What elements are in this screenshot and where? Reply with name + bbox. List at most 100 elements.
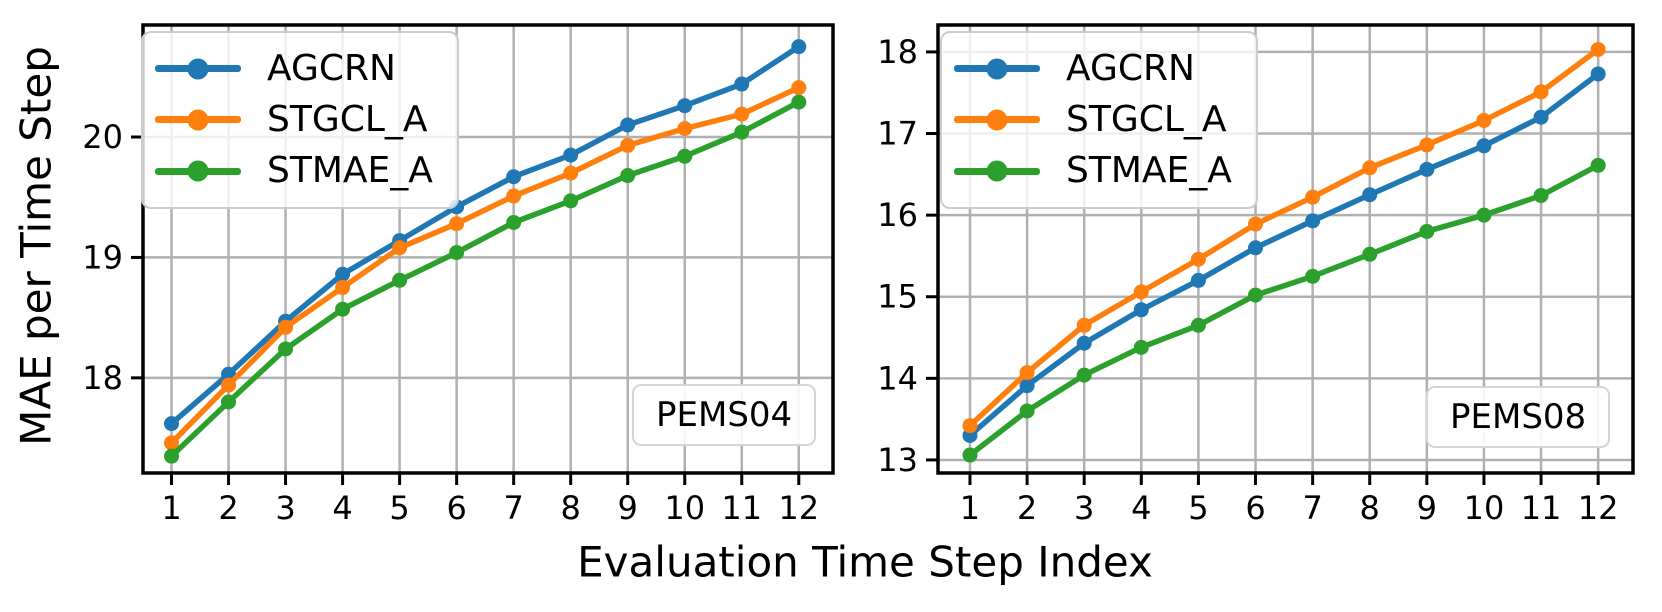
legend-label: STMAE_A — [267, 150, 433, 192]
plot-frame — [936, 23, 1635, 475]
data-point-stmae_a — [1305, 268, 1321, 284]
y-axis-label: MAE per Time Step — [11, 46, 61, 446]
data-point-stgcl_a — [962, 418, 978, 434]
data-point-stgcl_a — [1019, 365, 1035, 381]
data-point-stmae_a — [335, 301, 351, 317]
data-point-stmae_a — [791, 94, 807, 110]
legend-item-stmae-a: STMAE_A — [954, 153, 1244, 189]
data-point-stmae_a — [449, 245, 465, 261]
legend-item-stgcl-a: STGCL_A — [954, 98, 1244, 140]
data-point-stmae_a — [1419, 223, 1435, 239]
data-point-stgcl_a — [1248, 216, 1264, 232]
plot-frame — [141, 23, 835, 475]
data-point-agcrn — [1076, 335, 1092, 351]
x-tick-label: 11 — [1521, 489, 1562, 527]
data-point-stgcl_a — [221, 377, 237, 393]
data-point-stgcl_a — [620, 137, 636, 153]
data-point-stmae_a — [392, 272, 408, 288]
data-point-stgcl_a — [278, 319, 294, 335]
legend-dot-icon — [187, 58, 209, 80]
legend-label: STMAE_A — [1066, 150, 1232, 192]
data-point-agcrn — [1019, 378, 1035, 394]
data-point-agcrn — [1533, 109, 1549, 125]
data-point-stmae_a — [1362, 246, 1378, 262]
legend-line-marker-icon — [155, 109, 241, 131]
data-point-stgcl_a — [335, 280, 351, 296]
data-point-stmae_a — [1533, 188, 1549, 204]
legend-label: AGCRN — [267, 47, 396, 89]
legend-item-stmae-a: STMAE_A — [155, 153, 445, 189]
data-point-agcrn — [620, 117, 636, 133]
data-point-agcrn — [734, 76, 750, 92]
legend-item-agcrn: AGCRN — [155, 47, 445, 89]
y-tick-label: 18 — [877, 33, 918, 71]
data-point-agcrn — [506, 169, 522, 185]
series-line-stmae_a — [169, 99, 801, 459]
legend-line-marker-icon — [954, 109, 1040, 131]
data-point-stmae_a — [278, 341, 294, 357]
data-point-stgcl_a — [1590, 41, 1606, 57]
x-tick-label: 7 — [503, 489, 523, 527]
legend-label: STGCL_A — [1066, 98, 1227, 140]
legend-label: STGCL_A — [267, 98, 428, 140]
data-point-stgcl_a — [392, 240, 408, 256]
x-tick-label: 2 — [1017, 489, 1037, 527]
data-point-stgcl_a — [1076, 317, 1092, 333]
data-point-agcrn — [1248, 240, 1264, 256]
data-point-agcrn — [1305, 213, 1321, 229]
x-tick-label: 8 — [1360, 489, 1380, 527]
series-line-agcrn — [169, 44, 801, 426]
x-tick-label: 4 — [1131, 489, 1151, 527]
x-tick-label: 5 — [389, 489, 409, 527]
x-tick-label: 4 — [332, 489, 352, 527]
x-tick-label: 11 — [721, 489, 762, 527]
y-tick-label: 14 — [877, 359, 918, 397]
legend-label: AGCRN — [1066, 47, 1195, 89]
y-tick-label: 16 — [877, 196, 918, 234]
data-point-stgcl_a — [164, 435, 180, 451]
y-tick-label: 17 — [877, 115, 918, 153]
x-tick-label: 2 — [218, 489, 238, 527]
data-point-stgcl_a — [1305, 189, 1321, 205]
data-point-stgcl_a — [1533, 84, 1549, 100]
data-point-agcrn — [164, 416, 180, 432]
data-point-stmae_a — [1590, 157, 1606, 173]
series-line-agcrn — [968, 71, 1600, 438]
data-point-stmae_a — [962, 447, 978, 463]
x-tick-label: 12 — [778, 489, 819, 527]
data-point-stmae_a — [1190, 317, 1206, 333]
data-point-stmae_a — [1019, 403, 1035, 419]
data-point-stgcl_a — [734, 106, 750, 122]
legend-item-agcrn: AGCRN — [954, 47, 1244, 89]
series-line-stgcl_a — [968, 47, 1600, 428]
x-tick-label: 6 — [1245, 489, 1265, 527]
y-tick-label: 13 — [877, 441, 918, 479]
x-tick-label: 6 — [446, 489, 466, 527]
data-point-stgcl_a — [791, 80, 807, 96]
dataset-label-pems08: PEMS08 — [1426, 386, 1611, 448]
x-tick-label: 9 — [1417, 489, 1437, 527]
data-point-stmae_a — [506, 215, 522, 231]
legend-dot-icon — [986, 58, 1008, 80]
x-tick-label: 3 — [1074, 489, 1094, 527]
legend-dot-icon — [986, 160, 1008, 182]
data-point-agcrn — [1590, 66, 1606, 82]
x-tick-label: 5 — [1188, 489, 1208, 527]
data-point-agcrn — [677, 98, 693, 114]
x-tick-label: 10 — [1464, 489, 1505, 527]
legend-line-marker-icon — [954, 160, 1040, 182]
y-tick-label: 18 — [82, 359, 123, 397]
data-point-agcrn — [1419, 161, 1435, 177]
legend-pems04: AGCRN STGCL_A STMAE_A — [141, 31, 459, 209]
data-point-stgcl_a — [1362, 160, 1378, 176]
data-point-agcrn — [1476, 138, 1492, 154]
data-point-stmae_a — [164, 448, 180, 464]
x-tick-label: 9 — [618, 489, 638, 527]
legend-pems08: AGCRN STGCL_A STMAE_A — [940, 31, 1258, 209]
data-point-stgcl_a — [1133, 284, 1149, 300]
data-point-stgcl_a — [563, 165, 579, 181]
data-point-stgcl_a — [1476, 112, 1492, 128]
data-point-agcrn — [1362, 187, 1378, 203]
series-line-stmae_a — [968, 162, 1600, 458]
